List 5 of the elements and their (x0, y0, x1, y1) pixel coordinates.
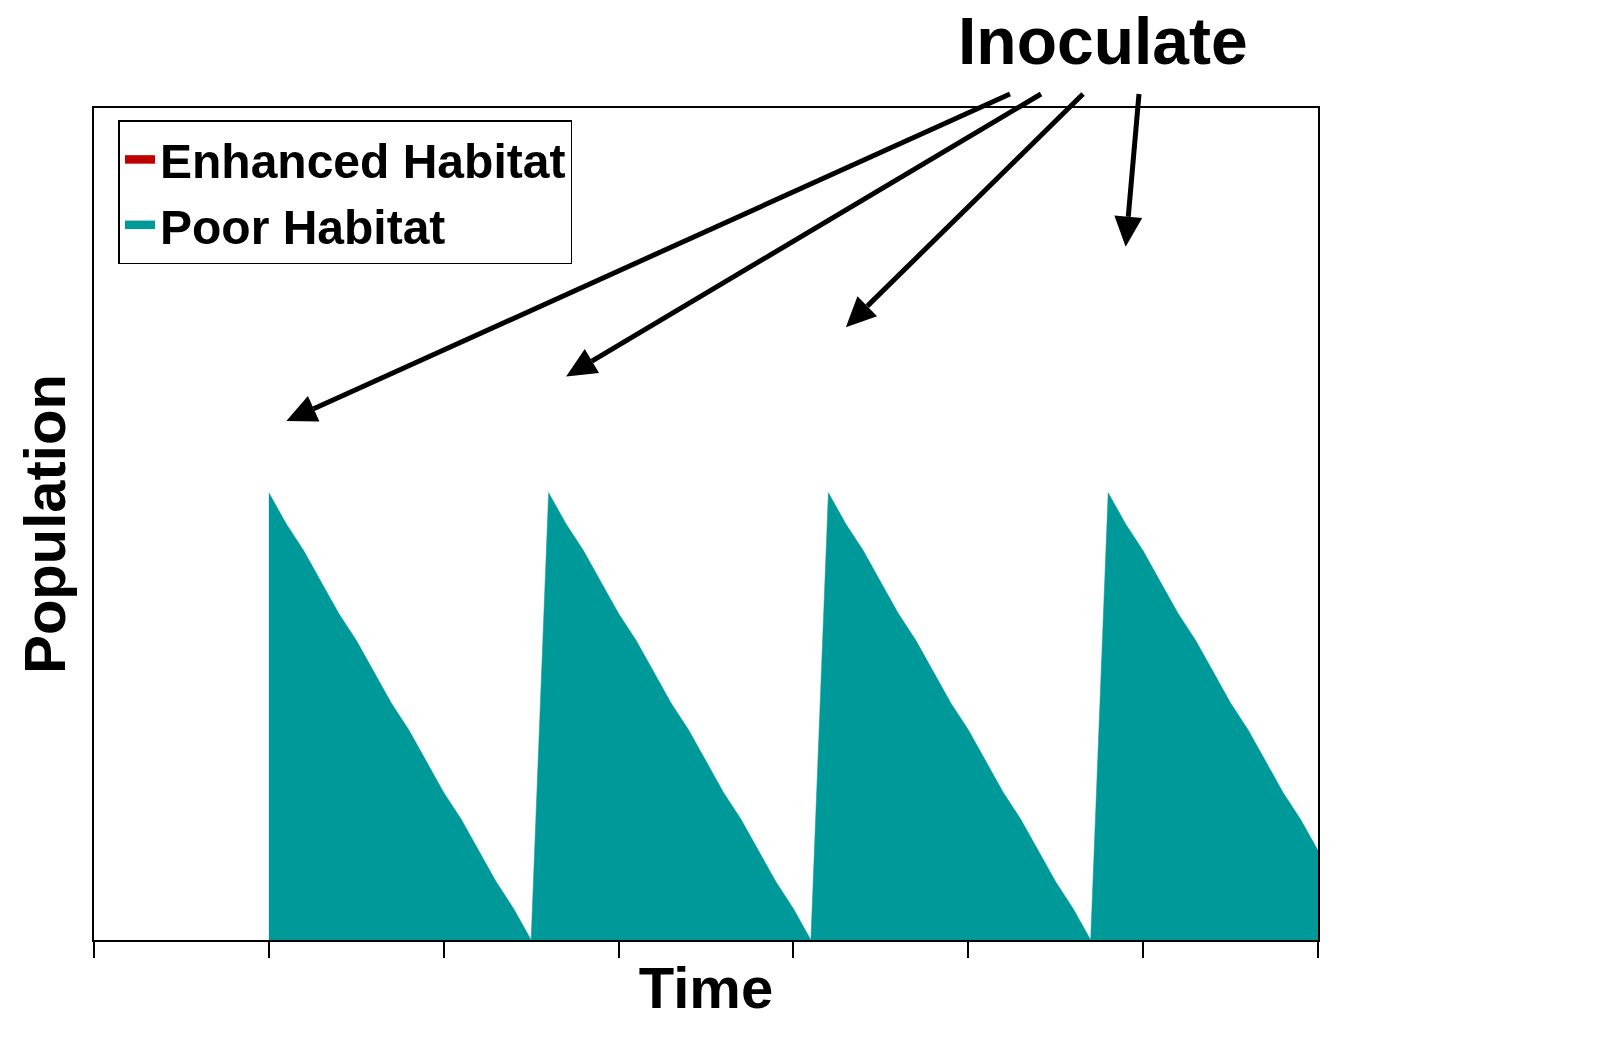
legend-label: Poor Habitat (159, 200, 446, 254)
text: Inoculate (958, 4, 1248, 78)
x-axis-title: Time (638, 954, 774, 1020)
legend-label: Enhanced Habitat (159, 135, 566, 189)
y-axis-title: Population (11, 374, 77, 674)
